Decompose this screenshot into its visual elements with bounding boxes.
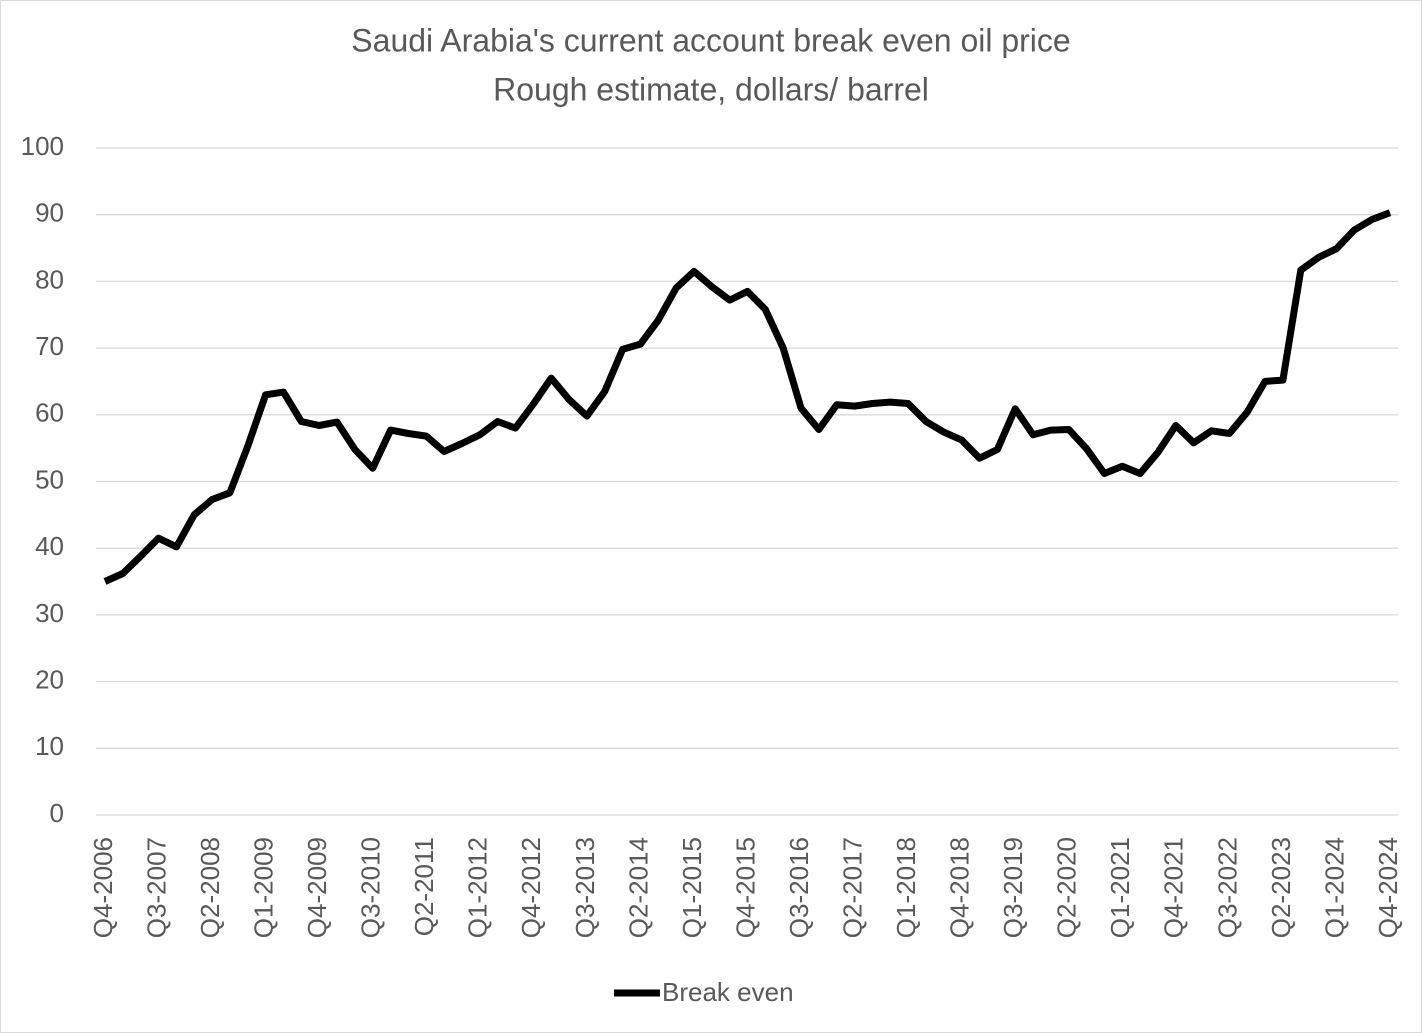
y-tick-label: 60 (35, 398, 64, 428)
line-series (103, 209, 1392, 585)
x-tick-label: Q3-2007 (141, 837, 171, 938)
y-tick-label: 80 (35, 264, 64, 294)
x-tick-label: Q4-2009 (302, 837, 332, 938)
x-tick-label: Q4-2018 (945, 837, 975, 938)
x-tick-label: Q2-2011 (409, 837, 439, 936)
chart-subtitle: Rough estimate, dollars/ barrel (493, 71, 929, 107)
x-tick-label: Q3-2019 (998, 837, 1028, 938)
x-tick-label: Q4-2006 (88, 837, 118, 938)
x-tick-label: Q1-2021 (1105, 837, 1135, 938)
x-tick-label: Q4-2021 (1159, 837, 1189, 938)
chart-title: Saudi Arabia's current account break eve… (351, 22, 1070, 58)
y-tick-label: 30 (35, 598, 64, 628)
x-tick-label: Q3-2016 (784, 837, 814, 938)
legend-label: Break even (662, 977, 794, 1007)
x-tick-label: Q1-2015 (677, 837, 707, 938)
x-tick-label: Q1-2018 (891, 837, 921, 938)
x-tick-label: Q3-2022 (1212, 837, 1242, 938)
x-tick-label: Q3-2013 (570, 837, 600, 938)
x-tick-label: Q4-2015 (730, 837, 760, 938)
y-tick-label: 70 (35, 331, 64, 361)
x-tick-label: Q2-2014 (623, 837, 653, 938)
y-tick-label: 50 (35, 464, 64, 494)
y-tick-label: 10 (35, 731, 64, 761)
x-tick-label: Q1-2024 (1319, 837, 1349, 938)
x-tick-label: Q1-2009 (249, 837, 279, 938)
x-tick-label: Q2-2023 (1266, 837, 1296, 938)
x-tick-label: Q4-2024 (1373, 837, 1403, 938)
x-tick-label: Q2-2017 (837, 837, 867, 938)
y-tick-label: 0 (50, 798, 64, 828)
y-tick-label: 100 (21, 131, 64, 161)
y-tick-label: 90 (35, 198, 64, 228)
x-tick-label: Q1-2012 (463, 837, 493, 938)
x-tick-label: Q2-2008 (195, 837, 225, 938)
y-tick-label: 20 (35, 664, 64, 694)
x-tick-label: Q3-2010 (356, 837, 386, 938)
y-tick-label: 40 (35, 531, 64, 561)
x-tick-label: Q4-2012 (516, 837, 546, 938)
x-tick-label: Q2-2020 (1052, 837, 1082, 938)
